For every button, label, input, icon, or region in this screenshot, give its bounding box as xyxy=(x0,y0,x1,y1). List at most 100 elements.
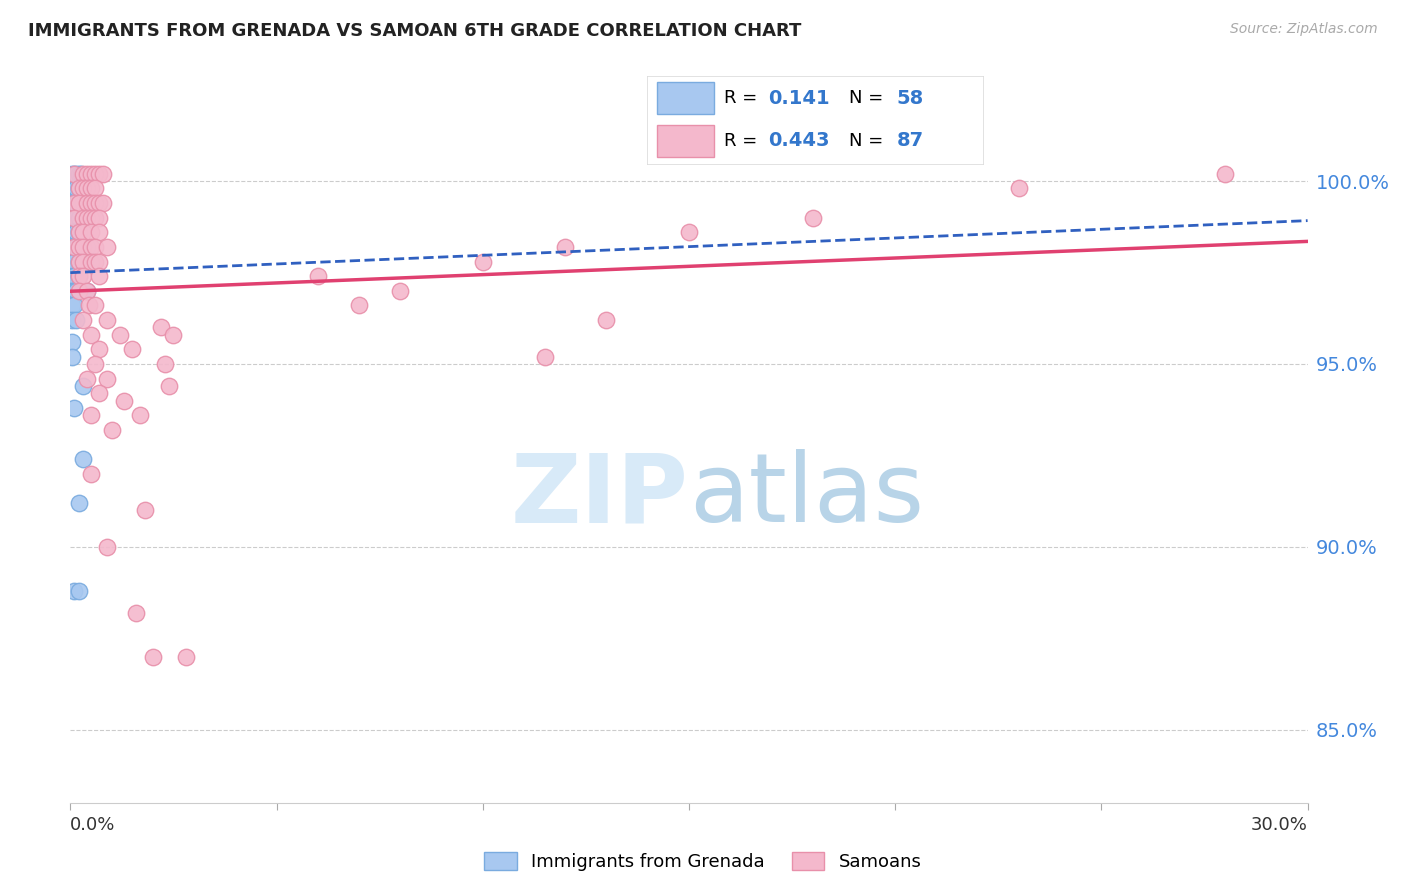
Point xyxy=(72,196,94,211)
Point xyxy=(89,211,111,225)
Point xyxy=(63,196,86,211)
FancyBboxPatch shape xyxy=(657,82,714,114)
Point xyxy=(84,357,107,371)
Point xyxy=(72,313,94,327)
Point xyxy=(89,269,111,284)
Point xyxy=(72,254,94,268)
Point xyxy=(60,284,83,298)
Point xyxy=(60,167,83,181)
Point xyxy=(471,254,494,268)
Point xyxy=(76,167,98,181)
Point xyxy=(60,313,83,327)
Point xyxy=(67,181,90,195)
Point xyxy=(72,181,94,195)
Point xyxy=(72,167,94,181)
Point xyxy=(84,240,107,254)
Point xyxy=(91,196,114,211)
Point xyxy=(67,240,90,254)
Point xyxy=(65,196,87,211)
Point xyxy=(72,211,94,225)
Point xyxy=(84,211,107,225)
Point xyxy=(801,211,824,225)
Point xyxy=(60,254,83,268)
Point xyxy=(84,298,107,312)
Point xyxy=(63,181,86,195)
Point xyxy=(69,167,91,181)
Point xyxy=(76,284,98,298)
Point xyxy=(67,196,90,211)
Point xyxy=(63,254,86,268)
Point xyxy=(67,196,90,211)
Point xyxy=(129,408,152,422)
Point xyxy=(76,211,98,225)
Text: 30.0%: 30.0% xyxy=(1251,816,1308,834)
Point xyxy=(67,211,90,225)
Point xyxy=(80,254,103,268)
Point xyxy=(67,225,90,239)
Point xyxy=(80,240,103,254)
Point xyxy=(63,225,86,239)
Point xyxy=(1008,181,1031,195)
Point xyxy=(63,196,86,211)
Point xyxy=(67,269,90,284)
Text: R =: R = xyxy=(724,89,763,107)
Point xyxy=(65,313,87,327)
Point xyxy=(89,254,111,268)
Point xyxy=(65,284,87,298)
Point xyxy=(96,540,118,554)
Point xyxy=(84,254,107,268)
Text: IMMIGRANTS FROM GRENADA VS SAMOAN 6TH GRADE CORRELATION CHART: IMMIGRANTS FROM GRENADA VS SAMOAN 6TH GR… xyxy=(28,22,801,40)
Point xyxy=(678,225,700,239)
Point xyxy=(63,167,86,181)
Point xyxy=(108,327,131,342)
Point xyxy=(63,298,86,312)
Text: atlas: atlas xyxy=(689,449,924,542)
Point xyxy=(80,327,103,342)
Point xyxy=(63,401,86,415)
Text: R =: R = xyxy=(724,132,763,150)
Point xyxy=(63,240,86,254)
Point xyxy=(72,254,94,268)
Point xyxy=(174,649,197,664)
Point xyxy=(72,225,94,239)
Point xyxy=(63,167,86,181)
Point xyxy=(76,284,98,298)
Point xyxy=(80,254,103,268)
Point xyxy=(80,225,103,239)
Point xyxy=(63,583,86,598)
Point xyxy=(142,649,165,664)
Point xyxy=(96,240,118,254)
Text: Source: ZipAtlas.com: Source: ZipAtlas.com xyxy=(1230,22,1378,37)
Point xyxy=(76,371,98,385)
Text: ZIP: ZIP xyxy=(510,449,689,542)
Point xyxy=(67,254,90,268)
Point xyxy=(347,298,370,312)
Text: 58: 58 xyxy=(897,88,924,108)
Point xyxy=(121,343,143,357)
Point xyxy=(80,211,103,225)
Point xyxy=(89,167,111,181)
Point xyxy=(63,269,86,284)
Point xyxy=(77,298,100,312)
Point xyxy=(60,350,83,364)
Text: 0.443: 0.443 xyxy=(768,131,830,151)
Point xyxy=(125,606,148,620)
Point xyxy=(60,211,83,225)
Point xyxy=(72,211,94,225)
Point xyxy=(72,240,94,254)
Point xyxy=(533,350,555,364)
Point xyxy=(67,181,90,195)
Text: 0.141: 0.141 xyxy=(768,88,830,108)
Point xyxy=(65,225,87,239)
Point xyxy=(96,371,118,385)
Point xyxy=(72,240,94,254)
Point xyxy=(76,196,98,211)
Point xyxy=(76,181,98,195)
Point xyxy=(65,181,87,195)
Point xyxy=(67,254,90,268)
Text: 87: 87 xyxy=(897,131,924,151)
Point xyxy=(67,269,90,284)
Point xyxy=(65,211,87,225)
Point xyxy=(89,196,111,211)
Y-axis label: 6th Grade: 6th Grade xyxy=(0,395,8,479)
